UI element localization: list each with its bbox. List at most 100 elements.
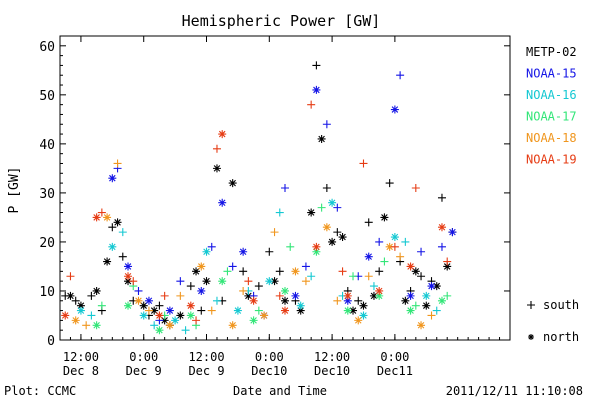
data-point-south	[212, 144, 221, 153]
data-point-north	[322, 223, 331, 232]
x-tick-label-date: Dec 9	[126, 364, 162, 378]
data-point-north	[307, 208, 316, 217]
data-point-north	[422, 291, 431, 300]
data-point-south	[265, 247, 274, 256]
data-point-south	[307, 272, 316, 281]
data-point-north	[312, 85, 321, 94]
data-point-south	[118, 228, 127, 237]
x-tick-label-time: 12:00	[63, 350, 99, 364]
data-point-south	[375, 237, 384, 246]
legend-entry: NOAA-17	[526, 110, 577, 124]
data-point-north	[228, 321, 237, 330]
data-point-north	[369, 291, 378, 300]
legend-entry: NOAA-18	[526, 131, 577, 145]
data-point-north	[359, 311, 368, 320]
data-point-south	[155, 301, 164, 310]
y-tick-label: 60	[39, 40, 55, 55]
y-tick-label: 10	[39, 285, 55, 300]
data-point-south	[375, 267, 384, 276]
x-tick-label-time: 0:00	[129, 350, 158, 364]
data-point-south	[380, 257, 389, 266]
data-point-north	[176, 311, 185, 320]
data-point-north	[443, 262, 452, 271]
data-point-north	[76, 306, 85, 315]
data-point-north	[139, 311, 148, 320]
data-point-north	[281, 306, 289, 315]
data-point-north	[312, 247, 321, 256]
data-point-north	[422, 301, 431, 310]
data-point-north	[260, 311, 269, 320]
data-point-south	[186, 282, 195, 291]
data-point-south	[192, 316, 201, 325]
data-point-north	[427, 282, 436, 291]
plot-frame	[59, 35, 511, 341]
data-point-south	[443, 291, 452, 300]
data-point-south	[228, 262, 237, 271]
y-tick-label: 40	[39, 138, 55, 153]
data-point-south	[207, 306, 216, 315]
y-tick-label: 20	[39, 236, 55, 251]
data-point-north	[265, 277, 274, 286]
data-point-north	[448, 228, 457, 237]
data-point-north	[165, 321, 174, 330]
data-point-north	[155, 326, 164, 335]
data-point-south	[301, 262, 310, 271]
data-point-north	[103, 257, 112, 266]
data-point-north	[171, 316, 180, 325]
data-point-north	[406, 262, 415, 271]
data-point-south	[160, 291, 169, 300]
data-point-north	[411, 267, 420, 276]
data-point-north	[354, 316, 363, 325]
data-point-north	[218, 198, 227, 207]
data-point-north	[385, 242, 394, 251]
data-point-south	[364, 218, 373, 227]
legend-entry: NOAA-15	[526, 67, 577, 81]
data-point-south	[212, 296, 221, 305]
marker-key: south north	[527, 298, 579, 344]
data-point-north	[343, 296, 352, 305]
data-point-north	[349, 306, 358, 315]
south-marker-symbol	[527, 301, 535, 309]
data-point-north	[359, 301, 368, 310]
data-point-south	[312, 61, 321, 70]
data-point-south	[223, 267, 232, 276]
data-point-south	[150, 321, 159, 330]
data-point-north	[186, 301, 195, 310]
data-point-south	[118, 252, 127, 261]
data-point-south	[411, 184, 420, 192]
data-point-south	[333, 203, 342, 212]
data-point-north	[343, 291, 352, 300]
data-point-south	[82, 321, 91, 330]
data-point-south	[432, 306, 441, 315]
series-legend: METP-02 NOAA-15 NOAA-16 NOAA-17 NOAA-18 NOAA-…	[526, 45, 577, 167]
x-tick-label-date: Dec10	[314, 364, 350, 378]
data-point-south	[322, 120, 331, 129]
data-point-north	[406, 291, 415, 300]
data-point-south	[417, 272, 426, 281]
data-point-north	[437, 223, 446, 232]
data-point-south	[301, 277, 310, 286]
data-point-north	[124, 272, 133, 281]
data-point-north	[296, 306, 305, 315]
marker-key-label: south	[543, 298, 579, 312]
data-point-north	[124, 301, 133, 310]
data-point-south	[396, 252, 405, 261]
data-point-north	[364, 252, 373, 261]
data-point-north	[328, 198, 337, 207]
data-point-south	[396, 71, 405, 80]
data-point-north	[92, 286, 101, 295]
data-point-north	[218, 277, 227, 286]
data-point-south	[333, 296, 342, 305]
data-point-south	[401, 237, 410, 246]
y-tick-label: 30	[39, 187, 55, 202]
data-point-south	[181, 326, 190, 335]
data-point-north	[108, 174, 117, 183]
data-point-north	[71, 316, 80, 325]
north-marker-symbol	[528, 334, 534, 340]
data-points	[61, 61, 457, 335]
data-point-south	[338, 267, 347, 276]
data-point-north	[390, 233, 399, 242]
data-point-south	[71, 296, 80, 305]
data-point-north	[150, 306, 159, 315]
data-point-south	[281, 184, 289, 192]
